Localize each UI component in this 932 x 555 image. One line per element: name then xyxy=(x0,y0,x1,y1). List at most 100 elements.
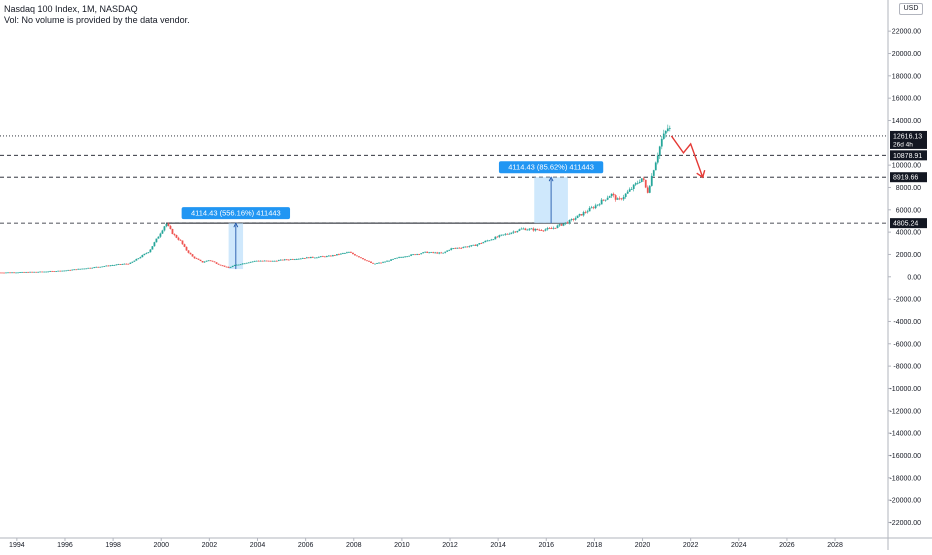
time-tick-label: 2010 xyxy=(394,542,410,549)
candle-body xyxy=(241,263,244,265)
candle-body xyxy=(610,193,613,197)
candle-body xyxy=(374,263,376,265)
candle-body xyxy=(640,178,643,182)
candle-body xyxy=(13,272,15,274)
time-tick-label: 2016 xyxy=(538,542,554,549)
candle-body xyxy=(382,261,384,263)
price-tick-label: -4000.00 xyxy=(893,319,921,326)
candle-body xyxy=(336,254,338,256)
candle-body xyxy=(47,271,50,273)
candle-body xyxy=(161,230,164,234)
candle-body xyxy=(263,260,266,262)
candle-body xyxy=(464,246,467,248)
price-tag-label: 4805.24 xyxy=(893,221,918,228)
candle-body xyxy=(323,256,326,258)
candle-body xyxy=(608,196,611,198)
candle-body xyxy=(3,272,5,274)
candle-body xyxy=(243,263,246,265)
projection-path[interactable] xyxy=(670,135,704,178)
candle-body xyxy=(147,252,150,254)
candle-body xyxy=(624,193,627,197)
price-tag-countdown: 26d 4h xyxy=(893,141,913,148)
candle-body xyxy=(157,236,160,239)
candle-body xyxy=(536,228,539,230)
candle-body xyxy=(249,261,252,263)
price-tick-label: -8000.00 xyxy=(893,364,921,371)
candle-body xyxy=(105,265,108,267)
candle-body xyxy=(159,233,162,237)
price-tag-label: 8919.66 xyxy=(893,175,918,182)
candle-body xyxy=(245,262,248,264)
candle-body xyxy=(364,259,366,261)
candle-body xyxy=(259,260,262,262)
candle-body xyxy=(346,252,348,254)
candle-body xyxy=(327,255,330,257)
candle-body xyxy=(354,254,356,256)
candle-body xyxy=(570,219,573,220)
candle-body xyxy=(400,256,402,258)
projection-arrowhead xyxy=(696,170,706,179)
candle-body xyxy=(121,264,124,265)
candle-body xyxy=(225,266,228,268)
candle-body xyxy=(133,260,136,262)
candle-body xyxy=(562,223,565,226)
candle-body xyxy=(616,198,619,200)
candle-body xyxy=(340,253,342,255)
candle-body xyxy=(85,268,88,270)
time-tick-label: 1994 xyxy=(9,542,25,549)
price-tag-label: 12616.13 xyxy=(893,133,922,140)
price-tick-label: 16000.00 xyxy=(892,96,921,103)
candle-body xyxy=(526,229,529,231)
candle-body xyxy=(311,256,314,258)
candle-body xyxy=(203,261,206,263)
price-tick-label: 4000.00 xyxy=(896,230,921,237)
candle-body xyxy=(584,212,587,213)
candle-body xyxy=(572,219,575,220)
candle-body xyxy=(612,193,615,196)
candle-body xyxy=(600,199,603,205)
candle-body xyxy=(664,131,667,134)
price-tick-label: -6000.00 xyxy=(893,341,921,348)
candle-body xyxy=(291,259,294,260)
candle-body xyxy=(53,271,56,272)
candle-body xyxy=(207,260,210,262)
candle-body xyxy=(267,260,270,262)
candle-body xyxy=(29,271,31,273)
candle-body xyxy=(239,264,242,266)
candle-body xyxy=(297,258,300,260)
candle-body xyxy=(15,272,17,274)
candle-body xyxy=(362,258,364,260)
candle-body xyxy=(227,266,230,268)
chart-header: Nasdaq 100 Index, 1M, NASDAQ Vol: No vol… xyxy=(4,4,190,26)
candle-body xyxy=(384,261,386,263)
candle-body xyxy=(356,255,358,257)
candle-body xyxy=(73,269,76,271)
price-tag-box xyxy=(890,218,927,229)
candle-body xyxy=(141,255,144,258)
candle-body xyxy=(522,228,525,230)
candle-body xyxy=(634,183,637,185)
price-tick-label: -12000.00 xyxy=(889,408,921,415)
candle-body xyxy=(422,252,425,254)
price-tick-label: -22000.00 xyxy=(889,520,921,527)
candle-body xyxy=(63,270,66,272)
candle-body xyxy=(478,243,481,245)
currency-button[interactable]: USD xyxy=(899,3,923,15)
candle-body xyxy=(416,253,419,255)
time-tick-label: 2006 xyxy=(298,542,314,549)
candle-body xyxy=(65,270,68,272)
candle-body xyxy=(504,233,507,235)
candle-body xyxy=(524,228,527,231)
price-tick-label: 14000.00 xyxy=(892,118,921,125)
measure-arrowhead xyxy=(233,222,239,228)
price-tick-label: 10000.00 xyxy=(892,163,921,170)
price-tick-label: -14000.00 xyxy=(889,431,921,438)
candle-body xyxy=(358,256,360,258)
candle-body xyxy=(518,229,521,231)
time-tick-label: 1996 xyxy=(57,542,73,549)
candle-body xyxy=(11,272,13,274)
candle-body xyxy=(498,235,501,237)
candle-body xyxy=(17,272,19,274)
